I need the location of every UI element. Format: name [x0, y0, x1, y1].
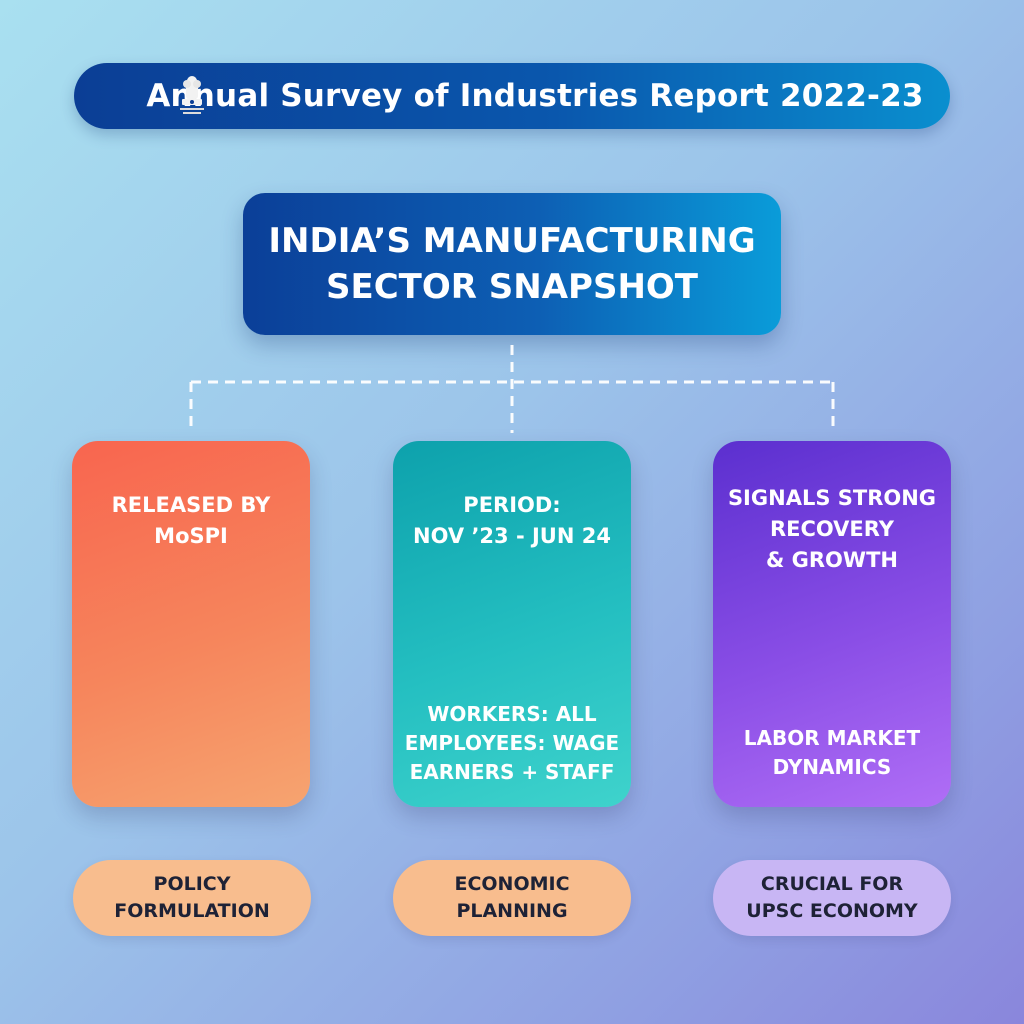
card-bottom-text: LABOR MARKET DYNAMICS	[713, 724, 951, 782]
card-line: DYNAMICS	[772, 755, 892, 779]
card-line: & GROWTH	[766, 548, 898, 572]
pill-policy-formulation: POLICY FORMULATION	[73, 860, 311, 936]
pill-upsc-economy: CRUCIAL FOR UPSC ECONOMY	[713, 860, 951, 936]
card-top-text: RELEASED BY MoSPI	[72, 490, 310, 552]
pill-line: ECONOMIC	[454, 873, 570, 895]
card-line: NOV ’23 - JUN 24	[413, 524, 611, 548]
card-period: PERIOD: NOV ’23 - JUN 24 WORKERS: ALL EM…	[393, 441, 631, 807]
card-bottom-text: WORKERS: ALL EMPLOYEES: WAGE EARNERS + S…	[393, 700, 631, 787]
pill-line: FORMULATION	[114, 900, 270, 922]
card-line: SIGNALS STRONG	[727, 486, 937, 510]
main-title-line-1: INDIA’S MANUFACTURING	[268, 221, 756, 261]
card-released-by: RELEASED BY MoSPI	[72, 441, 310, 807]
main-title-line-2: SECTOR SNAPSHOT	[326, 267, 698, 307]
pill-line: PLANNING	[456, 900, 568, 922]
page-title: Annual Survey of Industries Report 2022-…	[146, 78, 924, 114]
card-line: WORKERS: ALL	[427, 702, 597, 726]
card-line: PERIOD:	[463, 493, 561, 517]
card-top-text: PERIOD: NOV ’23 - JUN 24	[393, 490, 631, 552]
card-line: RELEASED BY	[111, 493, 271, 517]
header-banner: Annual Survey of Industries Report 2022-…	[74, 63, 950, 129]
card-top-text: SIGNALS STRONG RECOVERY & GROWTH	[713, 483, 951, 576]
pill-line: CRUCIAL FOR	[760, 873, 904, 895]
card-line: RECOVERY	[769, 517, 895, 541]
card-line: EARNERS + STAFF	[409, 760, 615, 784]
national-emblem-icon	[180, 76, 204, 114]
card-signals: SIGNALS STRONG RECOVERY & GROWTH LABOR M…	[713, 441, 951, 807]
card-line: EMPLOYEES: WAGE	[404, 731, 620, 755]
main-title-box: INDIA’S MANUFACTURING SECTOR SNAPSHOT	[243, 193, 781, 335]
card-line: MoSPI	[154, 524, 228, 548]
pill-line: UPSC ECONOMY	[746, 900, 918, 922]
pill-line: POLICY	[153, 873, 231, 895]
card-line: LABOR MARKET	[743, 726, 921, 750]
pill-economic-planning: ECONOMIC PLANNING	[393, 860, 631, 936]
